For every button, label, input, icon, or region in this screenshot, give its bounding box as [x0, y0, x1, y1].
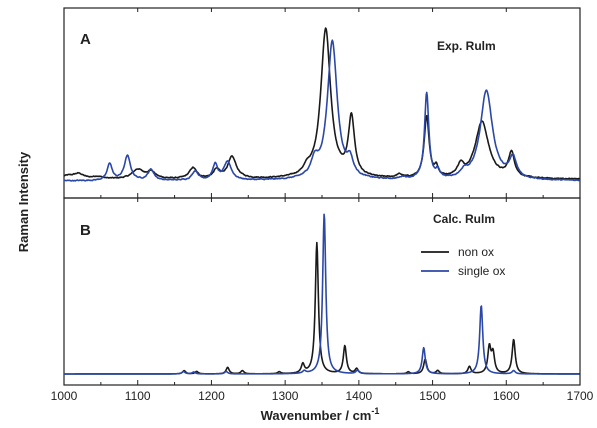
- x-axis-ticks: 1000 1100 1200 1300 1400 1500 1600 1700: [51, 8, 594, 403]
- x-tick-label: 1300: [272, 389, 299, 403]
- x-tick-label: 1100: [125, 389, 151, 403]
- x-tick-label: 1400: [346, 389, 373, 403]
- x-axis-title: Wavenumber / cm-1: [261, 406, 380, 423]
- y-axis-title: Raman Intensity: [16, 151, 31, 252]
- x-tick-label: 1200: [198, 389, 225, 403]
- x-axis-title-superscript: -1: [371, 406, 379, 416]
- spectrum-b-single-ox: [63, 213, 580, 375]
- x-tick-label: 1500: [419, 389, 446, 403]
- x-axis-title-text: Wavenumber / cm: [261, 408, 372, 423]
- x-tick-label: 1600: [493, 389, 520, 403]
- panel-a-letter: A: [80, 31, 91, 48]
- panel-b-title: Calc. Rulm: [433, 212, 495, 226]
- x-tick-label: 1000: [51, 389, 78, 403]
- legend: non ox single ox: [421, 245, 505, 278]
- panel-b-letter: B: [80, 222, 91, 239]
- panel-a-title: Exp. Rulm: [437, 39, 496, 53]
- spectrum-a-single-ox: [63, 39, 580, 182]
- legend-label-non-ox: non ox: [458, 245, 494, 259]
- spectrum-a-non-ox: [63, 27, 580, 180]
- x-tick-label: 1700: [567, 389, 594, 403]
- spectra-curves: [63, 27, 580, 375]
- legend-label-single-ox: single ox: [458, 264, 505, 278]
